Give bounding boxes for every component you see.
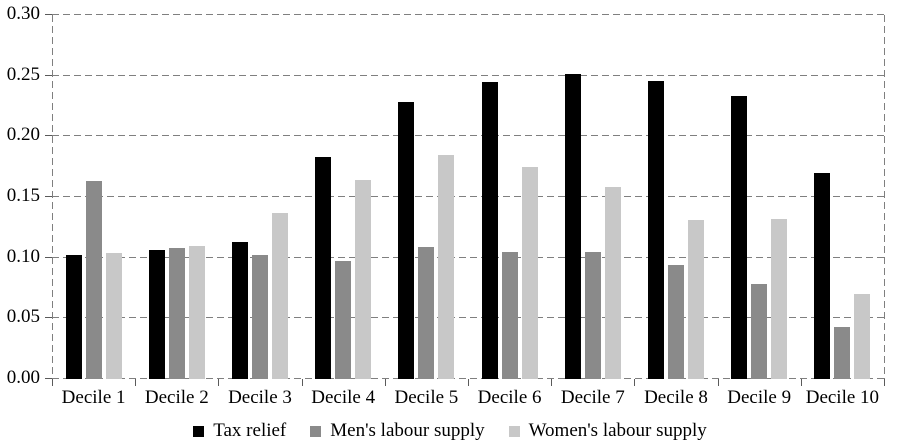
y-tick	[45, 14, 52, 15]
bar	[149, 250, 165, 379]
legend: Tax relief Men's labour supply Women's lab…	[0, 419, 900, 443]
legend-label: Men's labour supply	[330, 420, 485, 441]
x-tick-label: Decile 8	[644, 387, 708, 408]
bar	[232, 241, 248, 379]
x-tick-label: Decile 3	[228, 387, 292, 408]
x-tick	[551, 379, 552, 386]
bar	[522, 166, 538, 379]
x-tick	[385, 379, 386, 386]
gridline	[52, 257, 884, 258]
bar	[585, 251, 601, 379]
bar	[688, 220, 704, 379]
y-tick-label: 0.05	[6, 306, 40, 327]
bar	[189, 245, 205, 379]
x-tick	[468, 379, 469, 386]
bar	[272, 212, 288, 379]
x-tick	[801, 379, 802, 386]
y-tick	[45, 257, 52, 258]
gridline	[52, 135, 884, 136]
x-tick	[302, 379, 303, 386]
x-tick	[884, 379, 885, 386]
bar	[605, 187, 621, 379]
y-tick	[45, 135, 52, 136]
bar	[648, 80, 664, 379]
bar	[482, 81, 498, 379]
x-tick-label: Decile 9	[727, 387, 792, 408]
legend-item: Women's labour supply	[508, 419, 707, 443]
y-tick-label: 0.30	[6, 3, 40, 24]
x-tick-label: Decile 7	[560, 387, 625, 408]
y-tick	[45, 75, 52, 76]
gridline	[52, 75, 884, 76]
bar	[355, 180, 371, 379]
bar	[252, 255, 268, 379]
bar	[418, 246, 434, 379]
bar	[169, 247, 185, 379]
x-tick-label: Decile 1	[61, 387, 126, 408]
y-tick	[45, 196, 52, 197]
y-tick-label: 0.10	[6, 246, 40, 267]
legend-label: Women's labour supply	[528, 420, 707, 441]
x-tick	[52, 379, 53, 386]
gridline	[52, 317, 884, 318]
x-tick-label: Decile 5	[394, 387, 459, 408]
gridline	[52, 196, 884, 197]
gridline	[52, 378, 884, 379]
bar	[834, 326, 850, 379]
x-tick	[135, 379, 136, 386]
legend-swatch-icon	[310, 425, 322, 437]
bar	[315, 156, 331, 379]
y-tick-label: 0.00	[6, 367, 40, 388]
gridline	[52, 14, 884, 15]
x-tick	[218, 379, 219, 386]
x-tick-label: Decile 6	[477, 387, 542, 408]
bar	[335, 261, 351, 379]
bar	[565, 74, 581, 379]
y-tick-label: 0.25	[6, 64, 40, 85]
bar	[668, 264, 684, 379]
x-tick-label: Decile 2	[144, 387, 209, 408]
legend-swatch-icon	[193, 425, 205, 437]
bar	[106, 252, 122, 379]
bar	[731, 96, 747, 379]
legend-label: Tax relief	[213, 420, 287, 441]
legend-item: Men's labour supply	[310, 419, 485, 443]
bar	[502, 251, 518, 379]
bar	[814, 172, 830, 379]
x-tick-label: Decile 10	[805, 387, 880, 408]
x-tick-label: Decile 4	[311, 387, 376, 408]
bar	[398, 102, 414, 379]
bar	[751, 284, 767, 379]
bar	[66, 255, 82, 379]
plot-border-right	[884, 15, 885, 379]
bar	[854, 294, 870, 379]
legend-swatch-icon	[508, 425, 520, 437]
bar	[438, 154, 454, 379]
x-tick	[718, 379, 719, 386]
bar	[86, 181, 102, 379]
y-tick	[45, 378, 52, 379]
y-tick	[45, 317, 52, 318]
bar	[771, 218, 787, 379]
legend-item: Tax relief	[193, 419, 286, 443]
plot-border-left	[52, 15, 53, 379]
x-tick	[634, 379, 635, 386]
y-tick-label: 0.20	[6, 124, 40, 145]
y-tick-label: 0.15	[6, 185, 40, 206]
